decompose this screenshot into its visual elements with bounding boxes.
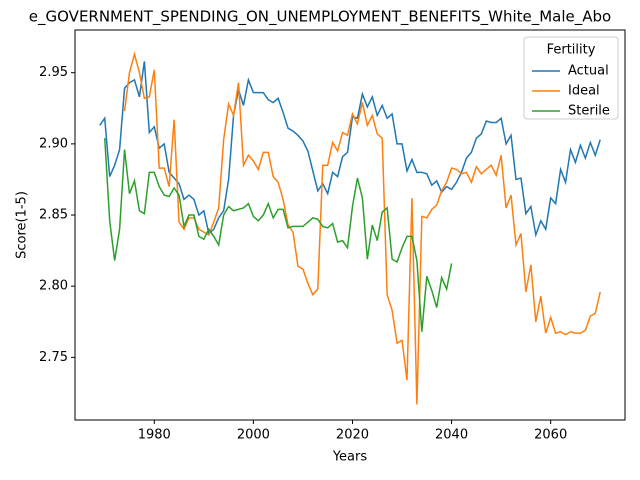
x-tick-label: 1980 <box>138 428 171 443</box>
y-tick-label: 2.95 <box>39 65 68 80</box>
y-axis-label: Score(1-5) <box>15 191 30 259</box>
x-tick-label: 2000 <box>237 428 270 443</box>
chart-title: e_GOVERNMENT_SPENDING_ON_UNEMPLOYMENT_BE… <box>29 8 611 27</box>
legend-title: Fertility <box>547 43 596 58</box>
legend-label: Sterile <box>568 104 610 119</box>
x-axis-label: Years <box>332 450 368 465</box>
y-tick-label: 2.80 <box>39 279 68 294</box>
legend-box <box>523 36 619 120</box>
series-line <box>99 61 601 238</box>
legend-label: Ideal <box>568 84 600 99</box>
x-tick-label: 2060 <box>534 428 567 443</box>
series-line <box>123 51 601 405</box>
y-tick-label: 2.75 <box>39 350 68 365</box>
series-line <box>103 138 453 332</box>
y-tick-label: 2.85 <box>39 208 68 223</box>
plot-frame <box>74 29 626 421</box>
legend-label: Actual <box>568 64 609 79</box>
x-tick-label: 2020 <box>336 428 369 443</box>
y-tick-label: 2.90 <box>39 136 68 151</box>
x-tick-label: 2040 <box>435 428 468 443</box>
